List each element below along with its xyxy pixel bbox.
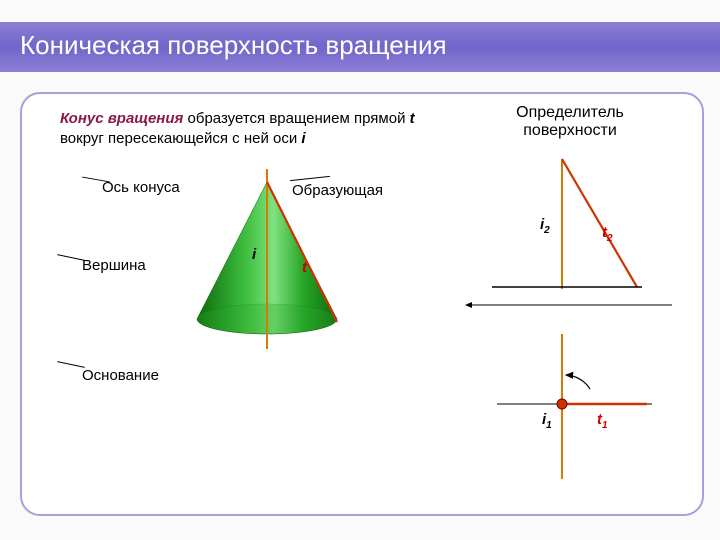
- var-t2: t2: [602, 224, 613, 244]
- front-view: i2 t2: [442, 149, 692, 319]
- page-title: Коническая поверхность вращения: [20, 30, 447, 61]
- emphasis: Конус вращения: [60, 110, 183, 127]
- label-axis: Ось конуса: [102, 179, 180, 196]
- var-t1: t1: [597, 411, 608, 431]
- cone-figure: i t: [182, 164, 352, 364]
- label-determinant: Определитель поверхности: [500, 104, 640, 140]
- content-panel: Конус вращения образуется вращением прям…: [20, 92, 704, 516]
- top-view: i1 t1: [442, 329, 692, 489]
- description-text: Конус вращения образуется вращением прям…: [60, 109, 460, 150]
- tick: [57, 254, 85, 261]
- var-i1: i1: [542, 411, 552, 431]
- label-apex: Вершина: [82, 257, 146, 274]
- var-i2: i2: [540, 216, 550, 236]
- label-base: Основание: [82, 367, 159, 384]
- tick: [57, 361, 85, 368]
